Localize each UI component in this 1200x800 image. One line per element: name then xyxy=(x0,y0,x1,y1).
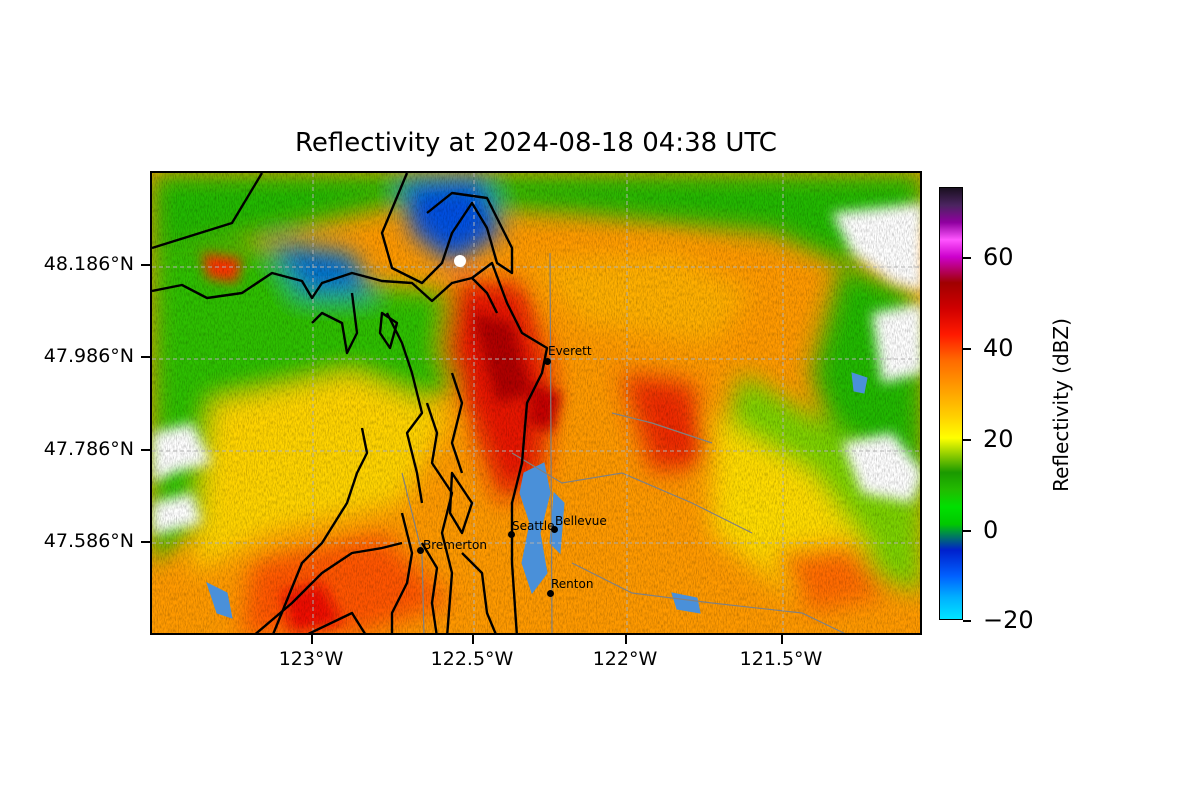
lon-tick-label: 121.5°W xyxy=(739,648,823,670)
lon-tick-label: 122.5°W xyxy=(430,648,514,670)
lon-tick-label: 123°W xyxy=(278,648,344,670)
radar-field xyxy=(152,173,920,633)
city-label: Seattle xyxy=(512,519,555,533)
lat-tick-label: 47.586°N xyxy=(43,530,134,552)
colorbar-tick-label: 40 xyxy=(983,334,1014,362)
lon-tick xyxy=(472,635,474,644)
lon-tick xyxy=(311,635,313,644)
plot-title: Reflectivity at 2024-08-18 04:38 UTC xyxy=(295,128,777,158)
colorbar-tick xyxy=(963,530,971,532)
city-dot xyxy=(551,526,558,533)
colorbar-tick xyxy=(963,257,971,259)
lat-tick xyxy=(141,449,150,451)
lat-tick xyxy=(141,541,150,543)
lat-tick-label: 47.986°N xyxy=(43,345,134,367)
city-dot xyxy=(547,590,554,597)
colorbar-tick-label: −20 xyxy=(983,606,1034,634)
colorbar-tick xyxy=(963,439,971,441)
city-label: Bremerton xyxy=(423,538,487,552)
colorbar xyxy=(939,187,963,620)
lat-tick xyxy=(141,356,150,358)
colorbar-tick-label: 20 xyxy=(983,425,1014,453)
lon-tick-label: 122°W xyxy=(592,648,658,670)
city-dot xyxy=(417,547,424,554)
city-label: Bellevue xyxy=(555,514,607,528)
colorbar-tick-label: 60 xyxy=(983,243,1014,271)
lat-tick xyxy=(141,264,150,266)
lat-tick-label: 47.786°N xyxy=(43,438,134,460)
colorbar-tick xyxy=(963,620,971,622)
lon-tick xyxy=(781,635,783,644)
city-label: Renton xyxy=(551,577,594,591)
lat-tick-label: 48.186°N xyxy=(43,253,134,275)
colorbar-tick xyxy=(963,348,971,350)
city-label: Everett xyxy=(548,344,592,358)
radar-map xyxy=(150,171,922,635)
colorbar-label: Reflectivity (dBZ) xyxy=(1049,318,1073,492)
city-dot xyxy=(508,531,515,538)
city-dot xyxy=(544,358,551,365)
lon-tick xyxy=(625,635,627,644)
colorbar-tick-label: 0 xyxy=(983,516,999,544)
